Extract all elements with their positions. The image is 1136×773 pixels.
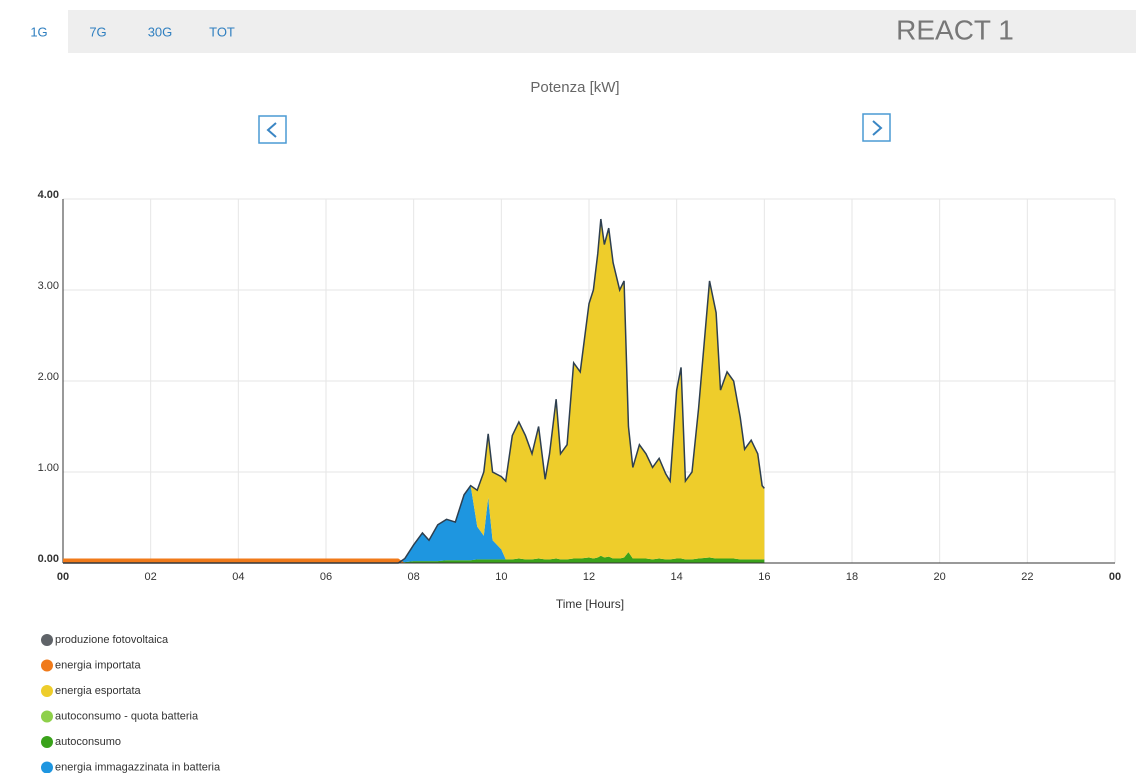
device-name: REACT 1 bbox=[896, 14, 1014, 45]
legend-label: autoconsumo bbox=[55, 736, 121, 748]
active-tab-bg bbox=[10, 10, 68, 53]
x-tick-label: 22 bbox=[1021, 571, 1033, 583]
legend-swatch bbox=[41, 685, 53, 697]
x-tick-label: 04 bbox=[232, 571, 244, 583]
next-arrow bbox=[872, 120, 883, 136]
tabs: 1G 7G 30G TOT bbox=[30, 24, 235, 39]
x-tick-label: 20 bbox=[934, 571, 946, 583]
x-axis-label: Time [Hours] bbox=[556, 597, 624, 611]
y-tick-label: 1.00 bbox=[38, 462, 59, 474]
y-tick-label: 4.00 bbox=[38, 189, 59, 201]
next-button[interactable] bbox=[862, 113, 891, 142]
legend-swatch bbox=[41, 736, 53, 748]
area bbox=[63, 558, 765, 563]
legend-label: autoconsumo - quota batteria bbox=[55, 710, 199, 722]
y-tick-label: 0.00 bbox=[38, 553, 59, 565]
y-tick-label: 2.00 bbox=[38, 371, 59, 383]
x-tick-label: 06 bbox=[320, 571, 332, 583]
x-tick-label: 12 bbox=[583, 571, 595, 583]
top-bar bbox=[10, 10, 1136, 53]
x-tick-label: 00 bbox=[57, 571, 69, 583]
legend-swatch bbox=[41, 634, 53, 646]
y-tick-label: 3.00 bbox=[38, 280, 59, 292]
x-tick-label: 10 bbox=[495, 571, 507, 583]
x-tick-label: 08 bbox=[408, 571, 420, 583]
tab[interactable]: 7G bbox=[89, 24, 106, 39]
line bbox=[63, 218, 765, 564]
next-box[interactable] bbox=[862, 113, 891, 142]
area bbox=[63, 485, 765, 563]
legend-swatch bbox=[41, 761, 53, 773]
legend-swatch bbox=[41, 659, 53, 672]
chart-title: Potenza [kW] bbox=[530, 79, 619, 96]
tab[interactable]: TOT bbox=[209, 24, 235, 39]
tab[interactable]: 30G bbox=[148, 24, 173, 39]
prev-box[interactable] bbox=[258, 115, 287, 144]
x-tick-label: 00 bbox=[1109, 571, 1121, 583]
prev-arrow bbox=[266, 122, 277, 138]
x-tick-label: 02 bbox=[145, 571, 157, 583]
legend-label: produzione fotovoltaica bbox=[55, 634, 169, 646]
legend-label: energia esportata bbox=[55, 685, 141, 697]
legend-label: energia importata bbox=[55, 659, 141, 671]
x-tick-label: 18 bbox=[846, 571, 858, 583]
prev-button[interactable] bbox=[258, 115, 287, 144]
tab[interactable]: 1G bbox=[30, 24, 47, 39]
legend-swatch bbox=[41, 710, 53, 723]
x-tick-label: 16 bbox=[758, 571, 770, 583]
area bbox=[63, 552, 765, 563]
legend-label: energia immagazzinata in batteria bbox=[55, 761, 221, 773]
x-tick-label: 14 bbox=[671, 571, 683, 583]
